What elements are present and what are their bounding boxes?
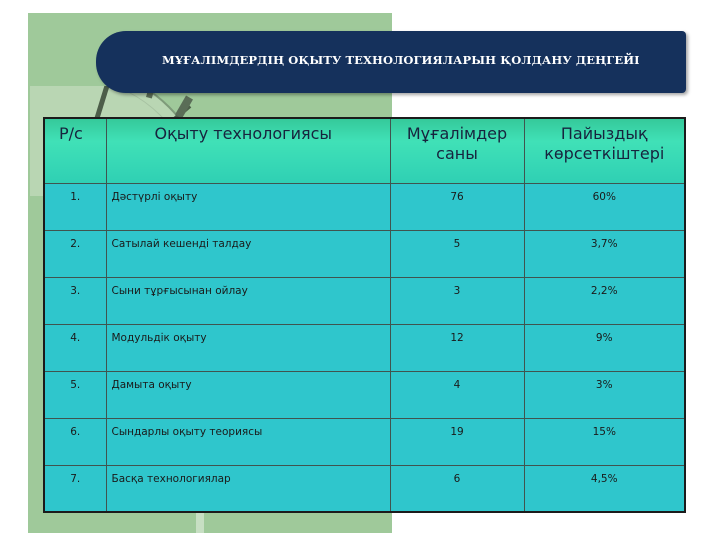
table-row: 4. Модульдік оқыту 12 9% xyxy=(43,323,686,372)
cell-percentage: 60% xyxy=(523,182,686,231)
table-row: 5. Дамыта оқыту 4 3% xyxy=(43,370,686,419)
cell-percentage: 2,2% xyxy=(523,276,686,325)
cell-percentage: 4,5% xyxy=(523,464,686,513)
cell-percentage: 3% xyxy=(523,370,686,419)
cell-technology: Дамыта оқыту xyxy=(105,370,391,419)
cell-number: 1. xyxy=(43,182,107,231)
cell-teacher-count: 12 xyxy=(389,323,525,372)
technology-usage-table: Р/с Оқыту технологиясы Мұғалімдер саны П… xyxy=(43,117,686,513)
cell-teacher-count: 19 xyxy=(389,417,525,466)
title-banner: МҰҒАЛІМДЕРДІҢ ОҚЫТУ ТЕХНОЛОГИЯЛАРЫН ҚОЛД… xyxy=(96,31,686,93)
cell-teacher-count: 76 xyxy=(389,182,525,231)
cell-teacher-count: 6 xyxy=(389,464,525,513)
cell-number: 6. xyxy=(43,417,107,466)
cell-number: 4. xyxy=(43,323,107,372)
cell-number: 5. xyxy=(43,370,107,419)
table-row: 2. Сатылай кешенді талдау 5 3,7% xyxy=(43,229,686,278)
cell-teacher-count: 4 xyxy=(389,370,525,419)
cell-teacher-count: 5 xyxy=(389,229,525,278)
table-row: 1. Дәстүрлі оқыту 76 60% xyxy=(43,182,686,231)
cell-technology: Басқа технологиялар xyxy=(105,464,391,513)
cell-number: 2. xyxy=(43,229,107,278)
table-row: 7. Басқа технологиялар 6 4,5% xyxy=(43,464,686,513)
header-percentage: Пайыздық көрсеткіштері xyxy=(523,117,686,184)
cell-number: 3. xyxy=(43,276,107,325)
cell-technology: Сатылай кешенді талдау xyxy=(105,229,391,278)
cell-number: 7. xyxy=(43,464,107,513)
header-teacher-count: Мұғалімдер саны xyxy=(389,117,525,184)
slide-title: МҰҒАЛІМДЕРДІҢ ОҚЫТУ ТЕХНОЛОГИЯЛАРЫН ҚОЛД… xyxy=(162,53,640,67)
cell-technology: Дәстүрлі оқыту xyxy=(105,182,391,231)
cell-technology: Модульдік оқыту xyxy=(105,323,391,372)
header-technology: Оқыту технологиясы xyxy=(105,117,391,184)
cell-percentage: 15% xyxy=(523,417,686,466)
header-number: Р/с xyxy=(43,117,107,184)
cell-technology: Сыни тұрғысынан ойлау xyxy=(105,276,391,325)
cell-technology: Сындарлы оқыту теориясы xyxy=(105,417,391,466)
cell-percentage: 9% xyxy=(523,323,686,372)
cell-teacher-count: 3 xyxy=(389,276,525,325)
table-row: 3. Сыни тұрғысынан ойлау 3 2,2% xyxy=(43,276,686,325)
table-header-row: Р/с Оқыту технологиясы Мұғалімдер саны П… xyxy=(43,117,686,184)
cell-percentage: 3,7% xyxy=(523,229,686,278)
table-row: 6. Сындарлы оқыту теориясы 19 15% xyxy=(43,417,686,466)
